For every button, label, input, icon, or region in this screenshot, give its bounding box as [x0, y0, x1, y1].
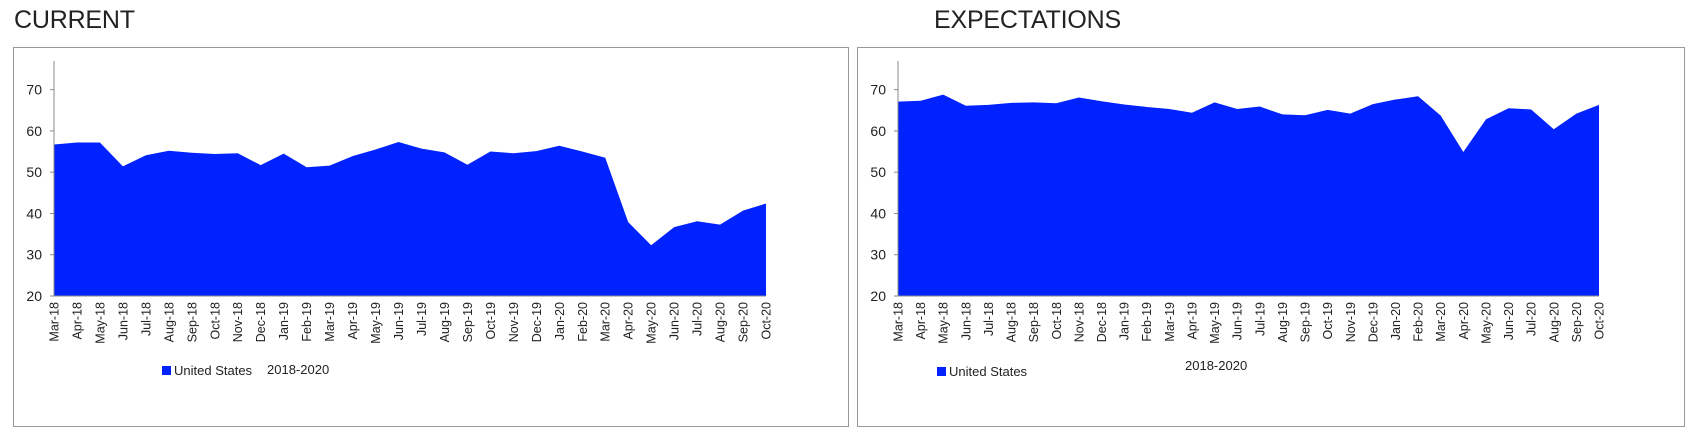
x-tick-label: Apr-18: [70, 302, 84, 340]
x-tick-label: Jul-18: [139, 302, 153, 336]
x-tick-label: Mar-18: [892, 302, 906, 342]
y-tick-label: 70: [26, 82, 42, 98]
x-tick-label: Dec-19: [530, 302, 544, 342]
x-tick-label: Jan-19: [1118, 302, 1132, 340]
x-tick-label: May-20: [645, 302, 659, 344]
x-tick-label: Jun-20: [668, 302, 682, 340]
x-tick-label: Jul-20: [691, 302, 705, 336]
x-tick-label: May-19: [369, 302, 383, 344]
chart-current: 20 30 40 50 60 70 Mar-18 Apr-18 May-18 Jun-18 Jul-…: [26, 61, 774, 378]
chart-panel-current: 20 30 40 50 60 70 Mar-18 Apr-18 May-18 Jun-18 Jul-…: [13, 47, 849, 427]
x-tick-label: Jan-19: [277, 302, 291, 340]
y-tick-label: 70: [870, 82, 886, 98]
x-tick-label: Mar-19: [323, 302, 337, 342]
x-tick-label: Sep-18: [1027, 302, 1041, 342]
x-tick-label: Dec-18: [254, 302, 268, 342]
x-tick-label: Oct-19: [1321, 302, 1335, 340]
area-series-united-states: [54, 142, 766, 296]
x-tick-label: May-20: [1479, 302, 1493, 344]
chart-note-date-range: 2018-2020: [1185, 358, 1247, 373]
x-tick-label: Apr-19: [1185, 302, 1199, 340]
x-tick-label: Nov-19: [1344, 302, 1358, 342]
y-tick-label: 40: [870, 205, 886, 221]
chart-expectations: 20 30 40 50 60 70 Mar-18 Apr-18 May-18 Jun-18 Jul-…: [870, 61, 1607, 379]
x-tick-label: Oct-18: [1050, 302, 1064, 340]
x-tick-label: Jun-18: [116, 302, 130, 340]
y-tick-label: 60: [870, 123, 886, 139]
x-tick-label: Mar-19: [1163, 302, 1177, 342]
x-tick-label: Aug-20: [1547, 302, 1561, 342]
y-tick-label: 30: [870, 247, 886, 263]
x-tick-label: Jul-19: [1253, 302, 1267, 336]
x-tick-label: May-19: [1208, 302, 1222, 344]
x-tick-label: Sep-20: [1570, 302, 1584, 342]
x-tick-label: Aug-19: [438, 302, 452, 342]
x-tick-label: Jun-18: [959, 302, 973, 340]
x-tick-label: Feb-19: [1140, 302, 1154, 342]
x-tick-label: Nov-19: [507, 302, 521, 342]
legend-label-united-states: United States: [174, 363, 253, 378]
legend-label-united-states: United States: [949, 364, 1028, 379]
chart-panel-expectations: 20 30 40 50 60 70 Mar-18 Apr-18 May-18 Jun-18 Jul-…: [857, 47, 1685, 427]
x-tick-label: Feb-20: [576, 302, 590, 342]
x-tick-label: Aug-20: [714, 302, 728, 342]
x-tick-label: Sep-18: [185, 302, 199, 342]
x-tick-label: May-18: [93, 302, 107, 344]
area-series-united-states: [898, 94, 1599, 296]
chart-note-date-range: 2018-2020: [267, 362, 329, 377]
x-tick-label: Jul-18: [982, 302, 996, 336]
x-tick-label: Jun-20: [1502, 302, 1516, 340]
x-tick-label: Aug-18: [162, 302, 176, 342]
x-tick-label: Nov-18: [1072, 302, 1086, 342]
y-tick-label: 30: [26, 247, 42, 263]
x-tick-label: Aug-19: [1276, 302, 1290, 342]
x-tick-label: Apr-20: [622, 302, 636, 340]
x-tick-label: Oct-20: [760, 302, 774, 340]
x-tick-label: Jul-20: [1525, 302, 1539, 336]
x-tick-label: Oct-20: [1593, 302, 1607, 340]
x-tick-label: Nov-18: [231, 302, 245, 342]
x-tick-label: Jan-20: [1389, 302, 1403, 340]
x-tick-label: Sep-20: [737, 302, 751, 342]
x-tick-label: May-18: [937, 302, 951, 344]
x-tick-label: Feb-19: [300, 302, 314, 342]
x-tick-label: Dec-19: [1366, 302, 1380, 342]
x-tick-label: Jul-19: [415, 302, 429, 336]
chart-title-expectations: EXPECTATIONS: [934, 6, 1121, 34]
x-tick-label: Mar-20: [1434, 302, 1448, 342]
y-tick-label: 50: [870, 164, 886, 180]
x-tick-label: Jan-20: [553, 302, 567, 340]
legend-swatch-united-states: [937, 367, 946, 376]
x-tick-label: Aug-18: [1005, 302, 1019, 342]
y-tick-label: 60: [26, 123, 42, 139]
y-tick-label: 50: [26, 164, 42, 180]
x-tick-label: Mar-20: [599, 302, 613, 342]
x-tick-label: Apr-20: [1457, 302, 1471, 340]
x-tick-label: Jun-19: [1231, 302, 1245, 340]
x-tick-label: Apr-19: [346, 302, 360, 340]
y-tick-label: 20: [870, 288, 886, 304]
x-tick-label: Feb-20: [1412, 302, 1426, 342]
x-tick-label: Sep-19: [1299, 302, 1313, 342]
x-tick-label: Apr-18: [914, 302, 928, 340]
legend-swatch-united-states: [162, 366, 171, 375]
x-tick-label: Oct-18: [208, 302, 222, 340]
y-tick-label: 40: [26, 205, 42, 221]
x-tick-label: Dec-18: [1095, 302, 1109, 342]
x-tick-label: Oct-19: [484, 302, 498, 340]
x-tick-label: Sep-19: [461, 302, 475, 342]
x-tick-label: Jun-19: [392, 302, 406, 340]
x-tick-label: Mar-18: [48, 302, 62, 342]
chart-title-current: CURRENT: [14, 6, 135, 34]
y-tick-label: 20: [26, 288, 42, 304]
